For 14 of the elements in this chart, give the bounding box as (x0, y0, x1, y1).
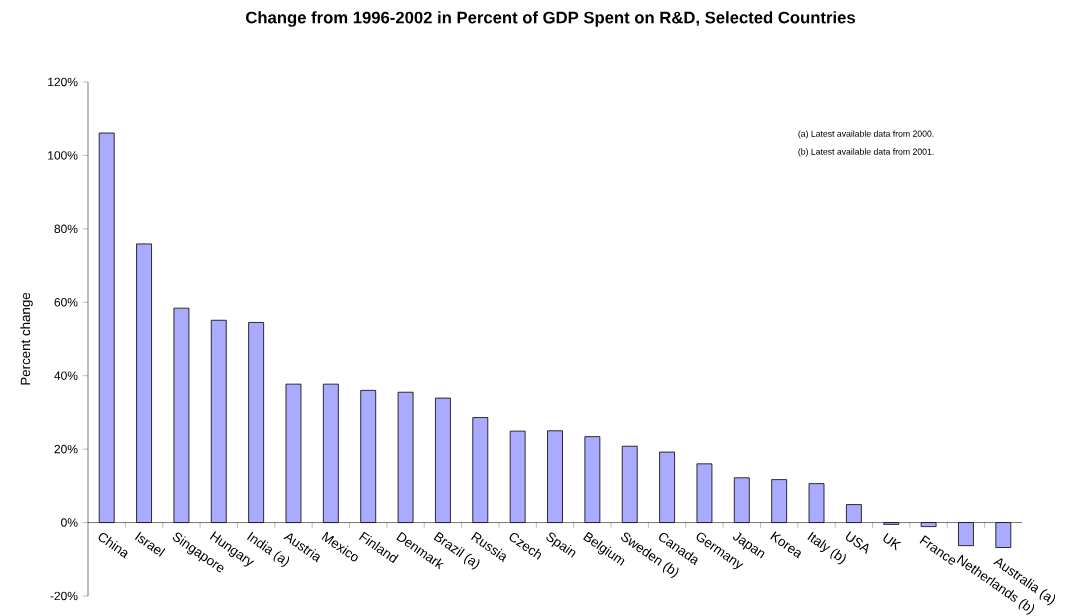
y-tick-label: 100% (48, 151, 78, 160)
y-tick-label: 80% (54, 224, 78, 234)
chart-title: Change from 1996-2002 in Percent of GDP Spent on R&D, Selected Countries (246, 11, 855, 27)
y-axis-title: Percent change (20, 292, 33, 385)
annotation: (b) Latest available data from 2001. (798, 148, 934, 157)
y-tick-label: 0% (61, 518, 78, 527)
y-tick-label: 120% (48, 77, 78, 87)
x-tick-label: Italy (b) (807, 531, 846, 565)
y-tick-label: 20% (54, 444, 78, 454)
y-tick-label: 60% (54, 298, 78, 307)
annotation: (a) Latest available data from 2000. (798, 130, 934, 139)
x-tick-label: UK (883, 533, 902, 551)
y-tick-label: -20% (50, 591, 78, 601)
y-tick-label: 40% (54, 371, 78, 380)
